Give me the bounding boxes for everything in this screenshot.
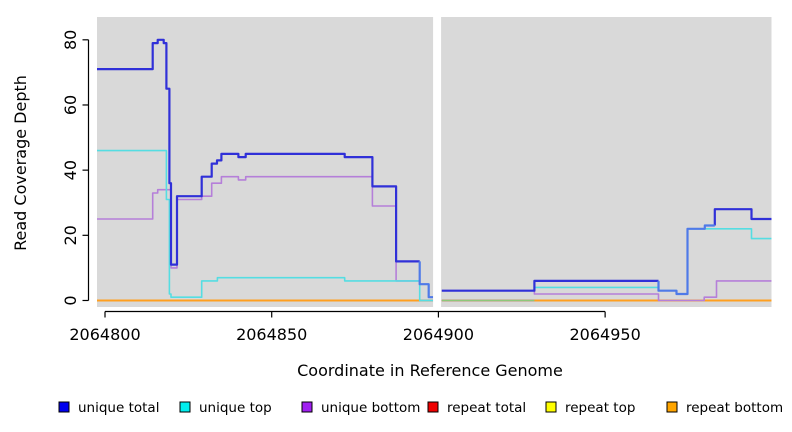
legend-label-repeat-bottom: repeat bottom [686, 400, 783, 416]
legend-item-unique-bottom: unique bottom [301, 400, 420, 416]
x-tick-label: 2064800 [69, 325, 140, 344]
legend-swatch-repeat-bottom [666, 401, 678, 413]
legend-swatch-unique-bottom [301, 401, 313, 413]
legend-label-repeat-total: repeat total [447, 400, 526, 416]
y-tick-label: 0 [61, 295, 80, 305]
legend-item-repeat-top: repeat top [545, 400, 635, 416]
legend-label-unique-total: unique total [78, 400, 159, 416]
legend: unique total unique top unique bottom repea… [58, 400, 783, 416]
legend-item-repeat-total: repeat total [427, 400, 526, 416]
legend-item-unique-total: unique total [58, 400, 159, 416]
legend-label-unique-bottom: unique bottom [321, 400, 420, 416]
y-tick-label: 80 [61, 30, 80, 50]
y-tick-label: 60 [61, 95, 80, 115]
y-axis-title: Read Coverage Depth [11, 75, 30, 251]
y-tick-label: 20 [61, 225, 80, 245]
y-tick-label: 40 [61, 160, 80, 180]
legend-swatch-unique-total [58, 401, 70, 413]
legend-swatch-repeat-total [427, 401, 439, 413]
series-line-unique-total [97, 38, 772, 292]
series-line-unique-total-overlap [418, 224, 715, 299]
legend-swatch-unique-top [179, 401, 191, 413]
legend-swatch-repeat-top [545, 401, 557, 413]
x-tick-label: 2064900 [403, 325, 474, 344]
legend-item-repeat-bottom: repeat bottom [666, 400, 783, 416]
missing-data-gap-band [433, 16, 442, 308]
y-tick-group: 0 20 40 60 80 [61, 30, 89, 306]
x-tick-label: 2064950 [569, 325, 640, 344]
x-axis-title: Coordinate in Reference Genome [297, 361, 563, 380]
legend-item-unique-top: unique top [179, 400, 272, 416]
series-layer [97, 38, 772, 302]
legend-label-unique-top: unique top [199, 400, 272, 416]
legend-label-repeat-top: repeat top [565, 400, 635, 416]
x-tick-group: 2064800 2064850 2064900 2064950 [69, 311, 641, 344]
x-tick-label: 2064850 [236, 325, 307, 344]
